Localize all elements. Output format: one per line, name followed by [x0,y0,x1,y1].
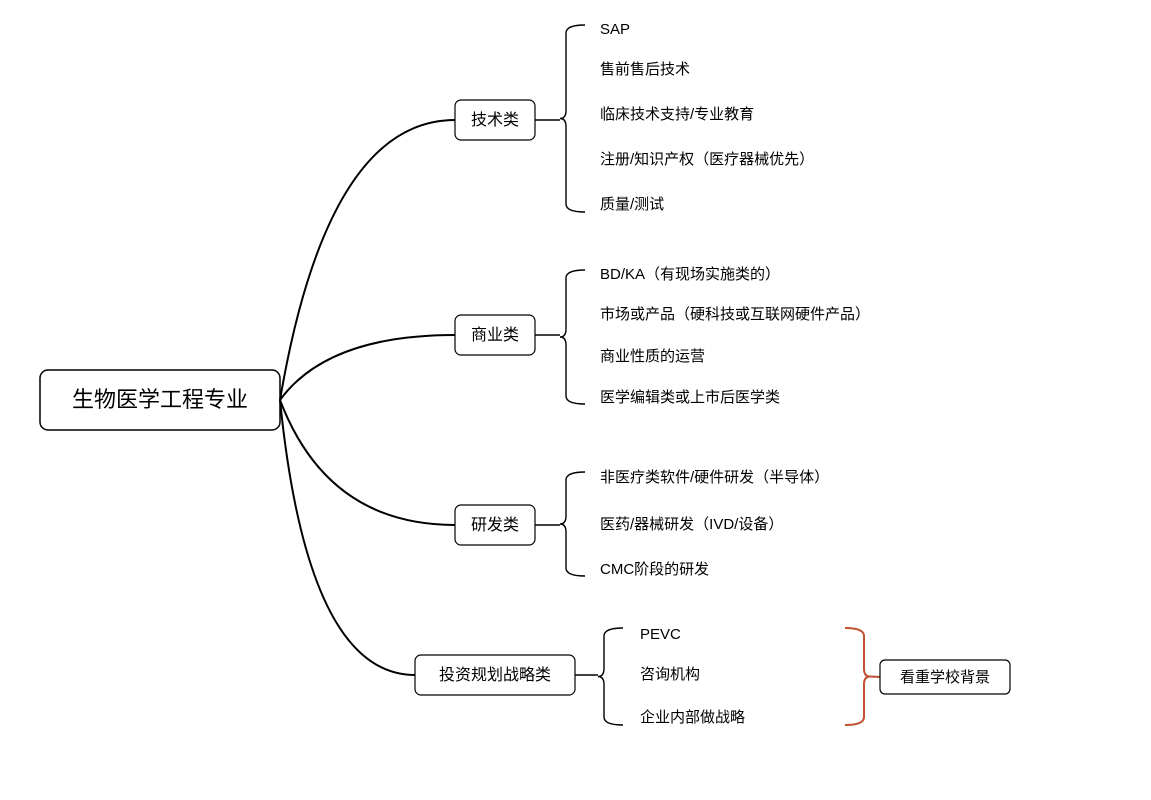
category-investment-label: 投资规划战略类 [439,666,551,684]
annotation-stem [870,677,880,678]
leaf-business-0: BD/KA（有现场实施类的） [600,266,780,283]
leaf-rd-2: CMC阶段的研发 [600,561,709,578]
branch-to-rd [280,400,455,525]
category-business-label: 商业类 [471,326,519,344]
annotation-label: 看重学校背景 [900,669,990,686]
bracket-business [560,270,585,404]
category-rd-label: 研发类 [471,516,519,534]
leaf-business-2: 商业性质的运营 [600,348,705,365]
leaf-investment-1: 咨询机构 [640,666,700,683]
leaf-technical-3: 注册/知识产权（医疗器械优先） [600,151,814,168]
leaf-technical-4: 质量/测试 [600,196,664,213]
leaf-investment-2: 企业内部做战略 [640,708,745,726]
bracket-technical [560,25,585,212]
leaf-business-3: 医学编辑类或上市后医学类 [600,389,780,406]
bracket-rd [560,472,585,576]
bracket-investment [598,628,623,725]
leaf-business-1: 市场或产品（硬科技或互联网硬件产品） [600,306,870,323]
mindmap-canvas: 生物医学工程专业 技术类 SAP 售前售后技术临床技术支持/专业教育注册/知识产权（医… [0,0,1151,800]
branch-to-business [280,335,455,400]
root-label: 生物医学工程专业 [72,387,248,412]
leaf-rd-1: 医药/器械研发（IVD/设备） [600,516,783,533]
leaf-technical-2: 临床技术支持/专业教育 [600,106,754,123]
annotation-bracket [845,628,870,725]
branch-to-technical [280,120,455,400]
leaf-investment-0: PEVC [640,626,681,643]
leaf-technical-1: 售前售后技术 [600,61,690,78]
leaf-technical-0: SAP [600,21,630,38]
category-technical-label: 技术类 [471,111,519,129]
leaf-rd-0: 非医疗类软件/硬件研发（半导体） [600,469,829,486]
